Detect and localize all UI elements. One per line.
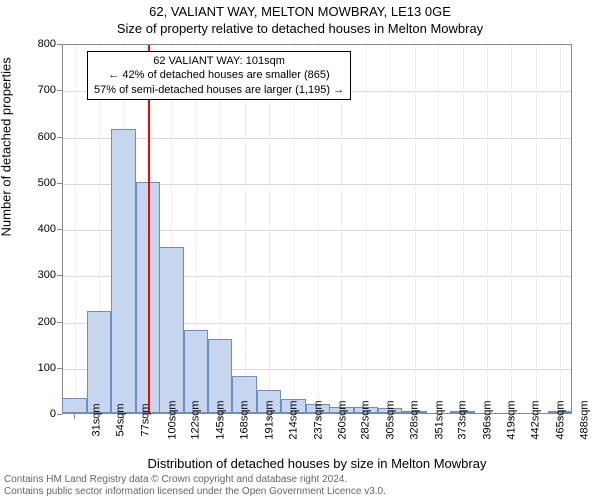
x-tick-mark xyxy=(462,414,463,419)
gridline-v xyxy=(269,45,270,413)
x-tick-label: 260sqm xyxy=(337,400,349,439)
x-tick-label: 191sqm xyxy=(263,400,275,439)
annotation-box: 62 VALIANT WAY: 101sqm ← 42% of detached… xyxy=(87,51,351,100)
x-tick-mark xyxy=(123,414,124,419)
x-tick-mark xyxy=(170,414,171,419)
y-tick-label: 200 xyxy=(6,316,56,328)
x-tick-label: 442sqm xyxy=(530,400,542,439)
x-tick-mark xyxy=(268,414,269,419)
histogram-bar xyxy=(87,311,111,413)
x-tick-mark xyxy=(147,414,148,419)
x-tick-mark xyxy=(414,414,415,419)
x-tick-label: 419sqm xyxy=(506,400,518,439)
x-tick-label: 122sqm xyxy=(190,400,202,439)
x-tick-label: 465sqm xyxy=(554,400,566,439)
y-tick-label: 0 xyxy=(6,408,56,420)
x-tick-label: 237sqm xyxy=(312,400,324,439)
histogram-bar xyxy=(62,398,86,413)
x-tick-mark xyxy=(244,414,245,419)
gridline-v xyxy=(438,45,439,413)
x-tick-mark xyxy=(340,414,341,419)
gridline-v xyxy=(318,45,319,413)
gridline-v xyxy=(415,45,416,413)
x-tick-label: 328sqm xyxy=(409,400,421,439)
x-tick-mark xyxy=(98,414,99,419)
footer-credits: Contains HM Land Registry data © Crown c… xyxy=(4,474,386,498)
x-tick-label: 31sqm xyxy=(90,403,102,436)
gridline-v xyxy=(75,45,76,413)
x-tick-label: 168sqm xyxy=(239,400,251,439)
x-tick-mark xyxy=(293,414,294,419)
x-tick-mark xyxy=(486,414,487,419)
annotation-line-1: 62 VALIANT WAY: 101sqm xyxy=(94,54,344,68)
x-tick-mark xyxy=(74,414,75,419)
x-tick-mark xyxy=(510,414,511,419)
y-axis: 0100200300400500600700800 xyxy=(0,44,62,414)
y-tick-label: 700 xyxy=(6,84,56,96)
x-tick-mark xyxy=(365,414,366,419)
x-tick-mark xyxy=(195,414,196,419)
footer-line-2: Contains public sector information licen… xyxy=(4,486,386,498)
gridline-v xyxy=(341,45,342,413)
gridline-v xyxy=(463,45,464,413)
x-tick-label: 396sqm xyxy=(481,400,493,439)
x-tick-label: 214sqm xyxy=(288,400,300,439)
x-tick-mark xyxy=(437,414,438,419)
y-tick-label: 600 xyxy=(6,131,56,143)
y-tick-label: 300 xyxy=(6,269,56,281)
x-tick-label: 54sqm xyxy=(115,403,127,436)
gridline-v xyxy=(245,45,246,413)
gridline-v xyxy=(536,45,537,413)
y-tick-label: 800 xyxy=(6,38,56,50)
x-tick-label: 145sqm xyxy=(214,400,226,439)
gridline-v xyxy=(390,45,391,413)
x-tick-label: 351sqm xyxy=(433,400,445,439)
gridline-v xyxy=(560,45,561,413)
x-tick-label: 100sqm xyxy=(167,400,179,439)
y-tick-label: 500 xyxy=(6,177,56,189)
property-marker-line xyxy=(148,45,150,413)
plot-area: 62 VALIANT WAY: 101sqm ← 42% of detached… xyxy=(62,44,572,414)
gridline-v xyxy=(511,45,512,413)
x-tick-label: 488sqm xyxy=(579,400,591,439)
x-tick-mark xyxy=(317,414,318,419)
x-tick-label: 282sqm xyxy=(360,400,372,439)
x-tick-mark xyxy=(535,414,536,419)
annotation-line-3: 57% of semi-detached houses are larger (… xyxy=(94,83,344,97)
x-tick-mark xyxy=(219,414,220,419)
x-tick-mark xyxy=(559,414,560,419)
footer-line-1: Contains HM Land Registry data © Crown c… xyxy=(4,474,386,486)
gridline-v xyxy=(487,45,488,413)
x-axis-label: Distribution of detached houses by size … xyxy=(62,456,572,471)
y-tick-label: 100 xyxy=(6,362,56,374)
histogram-bar xyxy=(111,129,135,413)
figure-container: 62, VALIANT WAY, MELTON MOWBRAY, LE13 0G… xyxy=(0,0,600,500)
gridline-v xyxy=(294,45,295,413)
x-tick-label: 77sqm xyxy=(139,403,151,436)
x-tick-label: 305sqm xyxy=(384,400,396,439)
histogram-bar xyxy=(159,247,183,414)
x-tick-label: 373sqm xyxy=(457,400,469,439)
gridline-h xyxy=(63,138,571,139)
gridline-v xyxy=(366,45,367,413)
y-tick-label: 400 xyxy=(6,223,56,235)
x-tick-mark xyxy=(389,414,390,419)
chart-subtitle: Size of property relative to detached ho… xyxy=(0,19,600,36)
annotation-line-2: ← 42% of detached houses are smaller (86… xyxy=(94,68,344,82)
chart-title: 62, VALIANT WAY, MELTON MOWBRAY, LE13 0G… xyxy=(0,0,600,19)
